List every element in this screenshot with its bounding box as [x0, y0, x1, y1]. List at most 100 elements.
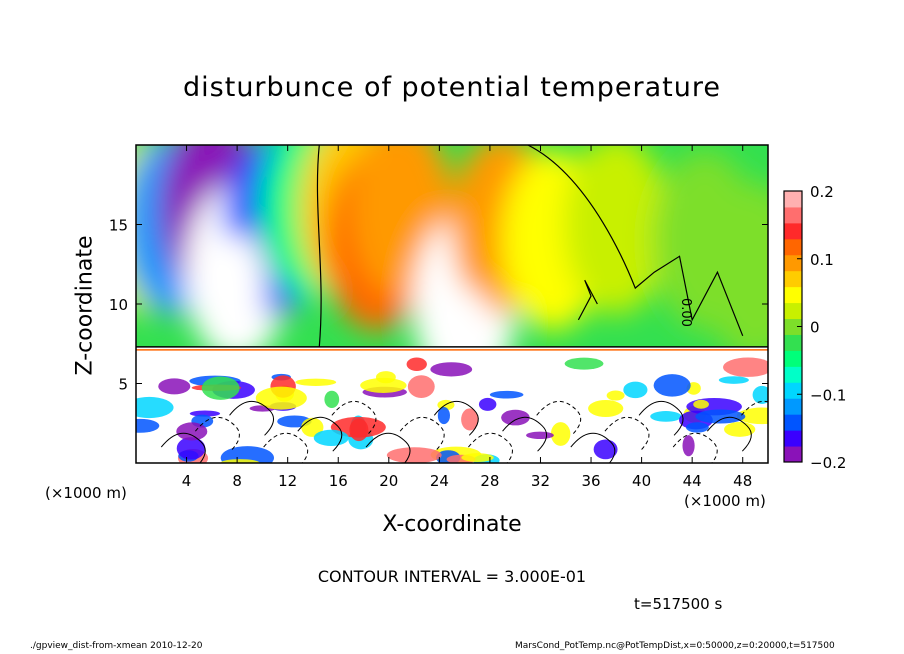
x-tick-label: 20 — [379, 472, 398, 490]
x-tick-label: 32 — [531, 472, 550, 490]
lower-layer-patch — [437, 407, 450, 425]
colorbar-segment — [784, 254, 802, 272]
lower-layer-patch — [550, 422, 571, 446]
lower-contour — [570, 432, 616, 463]
lower-layer-patch — [407, 375, 435, 399]
lower-layer-patch — [461, 408, 479, 431]
lower-layer-patch — [158, 378, 191, 395]
lower-layer-patch — [650, 411, 682, 422]
lower-layer-patch — [526, 431, 554, 440]
lower-contour — [672, 432, 718, 463]
colorbar-tick-label: −0.2 — [810, 454, 846, 472]
lower-layer-patch — [176, 437, 206, 460]
plot-area — [136, 145, 768, 463]
y-axis-label: Z-coordinate — [72, 235, 98, 376]
colorbar-segment — [784, 350, 802, 367]
colorbar-segment — [784, 366, 802, 383]
colorbar-segment — [784, 334, 802, 351]
colorbar: 0.2 0.1 0 −0.1 −0.2 — [783, 183, 846, 472]
colorbar-segment — [784, 191, 802, 208]
x-unit-label-right: (×1000 m) — [684, 492, 766, 510]
lower-contour — [502, 416, 548, 452]
lower-layer-patch — [685, 422, 709, 433]
colorbar-tick-label: −0.1 — [810, 386, 846, 404]
time-label: t=517500 s — [634, 595, 723, 613]
lower-layer-patch — [606, 390, 625, 401]
lower-layer-patch — [564, 357, 604, 370]
lower-layer-pattern — [136, 346, 768, 463]
lower-layer-patch — [220, 459, 260, 463]
lower-contour — [263, 432, 309, 463]
y-tick-label: 10 — [109, 296, 128, 314]
lower-layer-patch — [501, 409, 530, 426]
lower-contour — [706, 416, 752, 452]
colorbar-segment — [784, 398, 802, 415]
lower-layer-patch — [295, 378, 337, 386]
field-cell — [440, 289, 489, 334]
colorbar-segment — [784, 446, 802, 463]
lower-contour — [433, 401, 479, 436]
colorbar-segment — [784, 414, 802, 431]
lower-layer-patch — [136, 396, 174, 419]
field-blobs — [136, 145, 768, 394]
lower-contour — [160, 432, 206, 463]
contour-value-label: 0.00 — [678, 298, 693, 327]
x-tick-label: 12 — [278, 472, 297, 490]
lower-layer-patch — [375, 371, 396, 384]
lower-contour — [331, 401, 377, 436]
lower-layer-patch — [736, 407, 768, 425]
lower-layer-patch — [360, 377, 407, 393]
lower-layer-patch — [489, 390, 524, 399]
lower-contour — [229, 401, 275, 436]
colorbar-segment — [784, 430, 802, 447]
x-tick-label: 40 — [632, 472, 651, 490]
x-unit-label-left: (×1000 m) — [45, 484, 127, 502]
lower-layer-patch — [313, 429, 349, 447]
zero-contour — [316, 145, 322, 347]
x-axis-label: X-coordinate — [382, 512, 522, 537]
colorbar-segment — [784, 318, 802, 335]
lower-layer-patch — [189, 410, 221, 417]
lower-contour — [399, 416, 445, 452]
field-cell — [209, 233, 266, 344]
lower-layer-patch — [220, 446, 275, 463]
footer-data-source: MarsCond_PotTemp.nc@PotTempDist,x=0:5000… — [515, 641, 835, 651]
lower-layer-patch — [724, 421, 756, 437]
contour-interval-text: CONTOUR INTERVAL = 3.000E-01 — [317, 567, 587, 586]
lower-layer-patch — [461, 453, 494, 462]
lower-layer-patch — [693, 399, 709, 409]
lower-layer-patch — [723, 357, 768, 377]
x-axis-ticks: 4 8 12 16 20 24 28 32 36 40 44 48 — [182, 145, 752, 490]
lower-contour — [468, 432, 513, 463]
colorbar-segment — [784, 302, 802, 320]
colorbar-tick-label: 0.2 — [810, 183, 834, 201]
x-tick-label: 16 — [329, 472, 348, 490]
x-tick-label: 24 — [430, 472, 449, 490]
lower-contour — [604, 416, 650, 452]
lower-layer-patch — [682, 435, 695, 457]
contour-lines — [160, 145, 768, 463]
lower-layer-patch — [593, 439, 618, 460]
lower-contour — [741, 401, 768, 416]
y-axis-ticks: 5 10 15 — [109, 217, 768, 394]
lower-layer-patch — [386, 447, 442, 463]
colorbar-segment — [784, 238, 802, 256]
lower-layer-patch — [176, 422, 208, 441]
lower-contour — [638, 401, 684, 436]
lower-layer-patch — [255, 386, 307, 410]
lower-layer-patch — [478, 397, 497, 411]
colorbar-segment — [784, 382, 802, 399]
lower-layer-patch — [718, 376, 749, 384]
lower-layer-patch — [136, 418, 160, 433]
y-tick-label: 5 — [118, 376, 128, 394]
lower-contour — [195, 416, 240, 452]
x-tick-label: 8 — [232, 472, 242, 490]
lower-contour — [297, 416, 343, 452]
x-tick-label: 48 — [733, 472, 752, 490]
lower-layer-patch — [623, 381, 648, 399]
lower-contour — [536, 401, 582, 436]
y-tick-label: 15 — [109, 217, 128, 235]
lower-layer-patch — [430, 362, 473, 377]
chart-title: disturbunce of potential temperature — [183, 72, 721, 103]
lower-layer-patch — [588, 400, 624, 417]
